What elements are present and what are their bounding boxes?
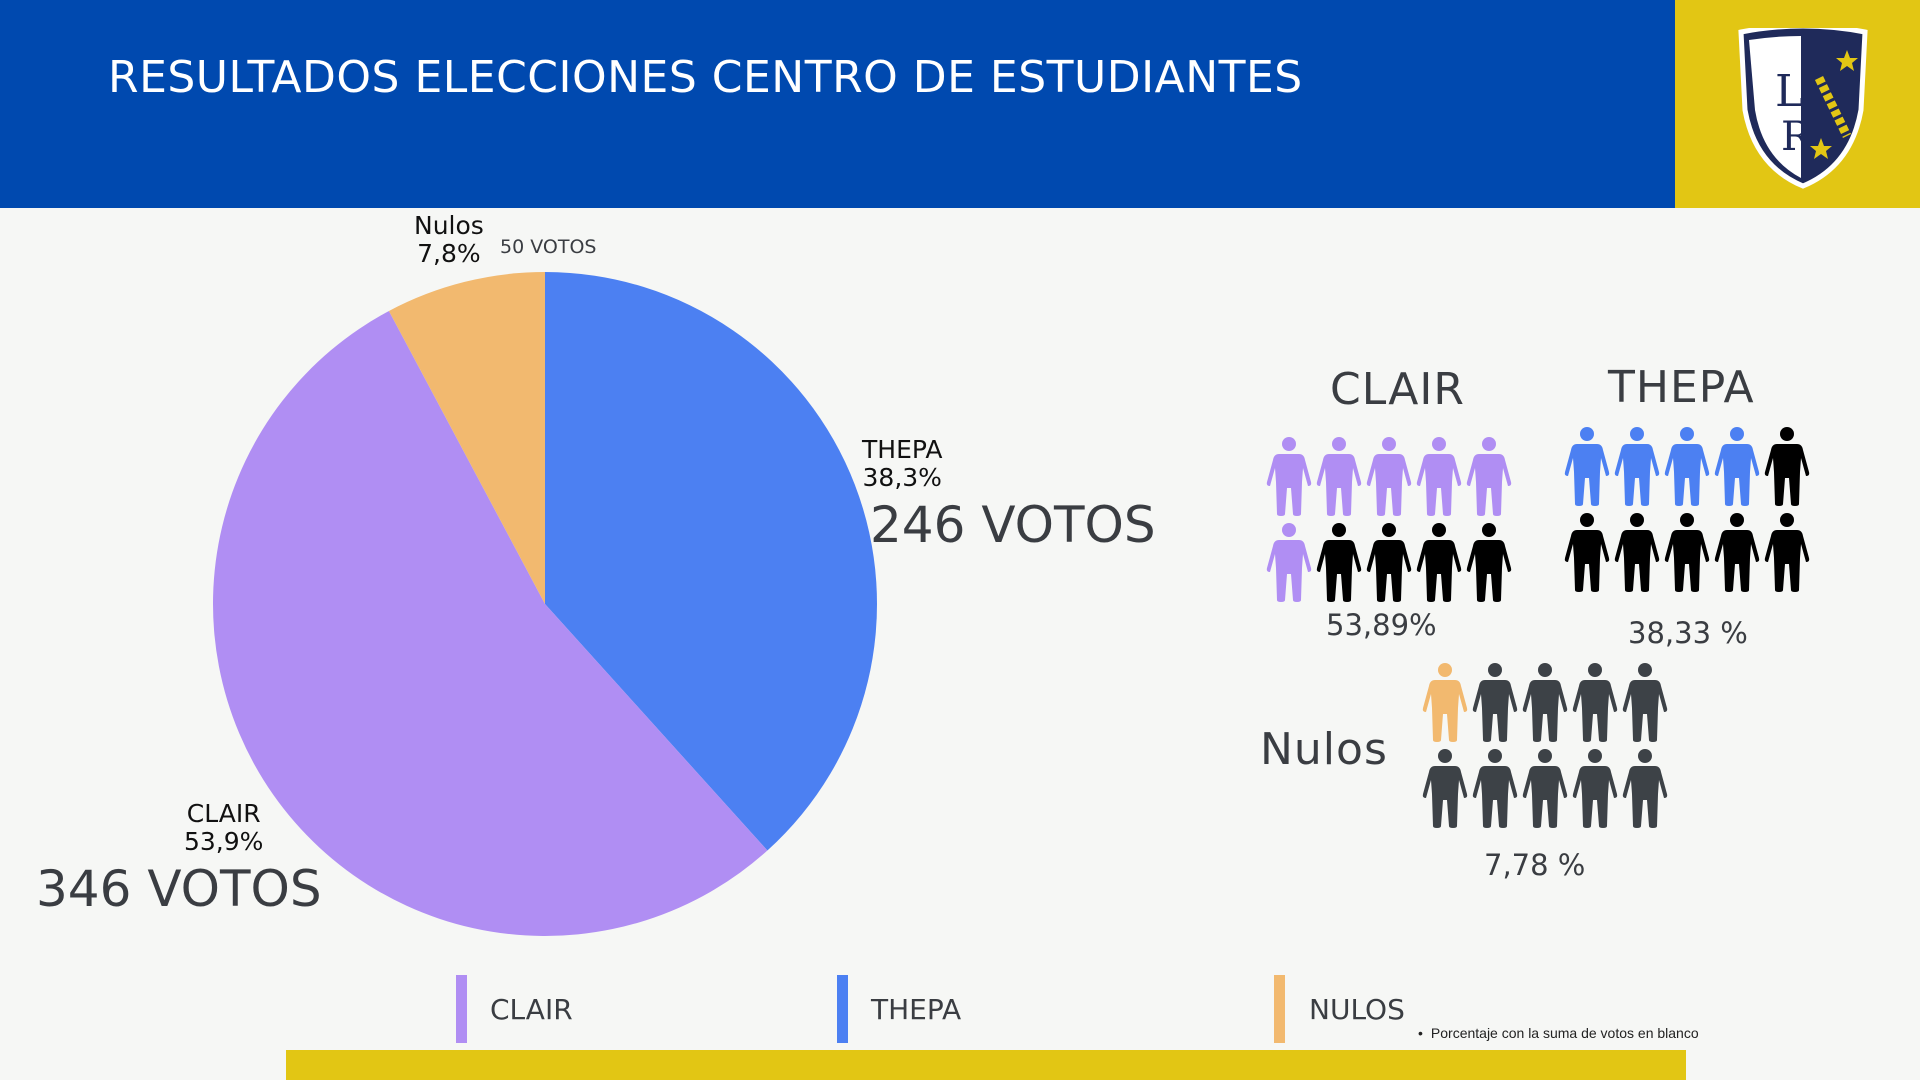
footnote: Porcentaje con la suma de votos en blanc…	[1418, 1025, 1699, 1041]
legend-swatch-clair	[456, 975, 467, 1043]
school-crest-logo: L R	[1738, 28, 1868, 189]
person-icon	[1466, 523, 1512, 602]
nulos-people-grid	[1422, 662, 1668, 828]
nulos-slice-name: Nulos	[414, 211, 484, 240]
person-icon	[1564, 513, 1610, 592]
person-icon	[1316, 437, 1362, 516]
clair-slice-votes: 346 VOTOS	[36, 860, 322, 918]
nulos-slice-votes: 50 VOTOS	[500, 236, 597, 258]
person-icon	[1522, 749, 1568, 828]
thepa-group-title: THEPA	[1608, 362, 1755, 413]
legend-swatch-thepa	[837, 975, 848, 1043]
person-icon	[1422, 663, 1468, 742]
header-banner: RESULTADOS ELECCIONES CENTRO DE ESTUDIAN…	[0, 0, 1675, 208]
person-icon	[1416, 437, 1462, 516]
nulos-group-title: Nulos	[1260, 724, 1388, 775]
logo-letter-r: R	[1781, 114, 1813, 160]
clair-group-title: CLAIR	[1330, 364, 1465, 415]
star-icon	[1836, 50, 1858, 71]
thepa-slice-label: THEPA 38,3%	[862, 436, 942, 492]
thepa-slice-votes: 246 VOTOS	[870, 496, 1156, 554]
thepa-group-percent: 38,33 %	[1628, 616, 1748, 650]
person-icon	[1764, 513, 1810, 592]
clair-group-percent: 53,89%	[1326, 608, 1437, 642]
person-icon	[1714, 513, 1760, 592]
star-icon	[1810, 138, 1832, 159]
person-icon	[1416, 523, 1462, 602]
person-icon	[1466, 437, 1512, 516]
clair-people-grid	[1266, 436, 1512, 602]
page-title: RESULTADOS ELECCIONES CENTRO DE ESTUDIAN…	[108, 52, 1303, 103]
person-icon	[1422, 749, 1468, 828]
person-icon	[1572, 749, 1618, 828]
person-icon	[1564, 427, 1610, 506]
legend-label-thepa: THEPA	[871, 993, 962, 1026]
nulos-slice-percent: 7,8%	[417, 239, 481, 268]
pie-slice-thepa	[545, 272, 877, 851]
pie-slice-clair	[212, 310, 768, 937]
logo-letter-l: L	[1775, 66, 1804, 117]
person-icon	[1316, 523, 1362, 602]
clair-slice-name: CLAIR	[186, 799, 261, 828]
legend-label-clair: CLAIR	[490, 993, 573, 1026]
person-icon	[1622, 749, 1668, 828]
person-icon	[1366, 523, 1412, 602]
legend-label-nulos: NULOS	[1309, 993, 1405, 1026]
person-icon	[1622, 663, 1668, 742]
person-icon	[1614, 513, 1660, 592]
nulos-slice-label: Nulos 7,8%	[414, 212, 484, 268]
footer-bar	[286, 1050, 1686, 1080]
pie-chart	[212, 272, 877, 937]
person-icon	[1714, 427, 1760, 506]
nulos-group-percent: 7,78 %	[1484, 848, 1586, 882]
legend-swatch-nulos	[1274, 975, 1285, 1043]
person-icon	[1522, 663, 1568, 742]
person-icon	[1664, 513, 1710, 592]
person-icon	[1664, 427, 1710, 506]
clair-slice-label: CLAIR 53,9%	[184, 800, 263, 856]
thepa-slice-name: THEPA	[862, 435, 943, 464]
clair-slice-percent: 53,9%	[184, 827, 264, 856]
person-icon	[1266, 437, 1312, 516]
person-icon	[1764, 427, 1810, 506]
thepa-slice-percent: 38,3%	[862, 463, 942, 492]
person-icon	[1614, 427, 1660, 506]
person-icon	[1572, 663, 1618, 742]
person-icon	[1472, 749, 1518, 828]
person-icon	[1472, 663, 1518, 742]
thepa-people-grid	[1564, 426, 1810, 592]
person-icon	[1266, 523, 1312, 602]
person-icon	[1366, 437, 1412, 516]
pie-slice-nulos	[388, 272, 545, 604]
